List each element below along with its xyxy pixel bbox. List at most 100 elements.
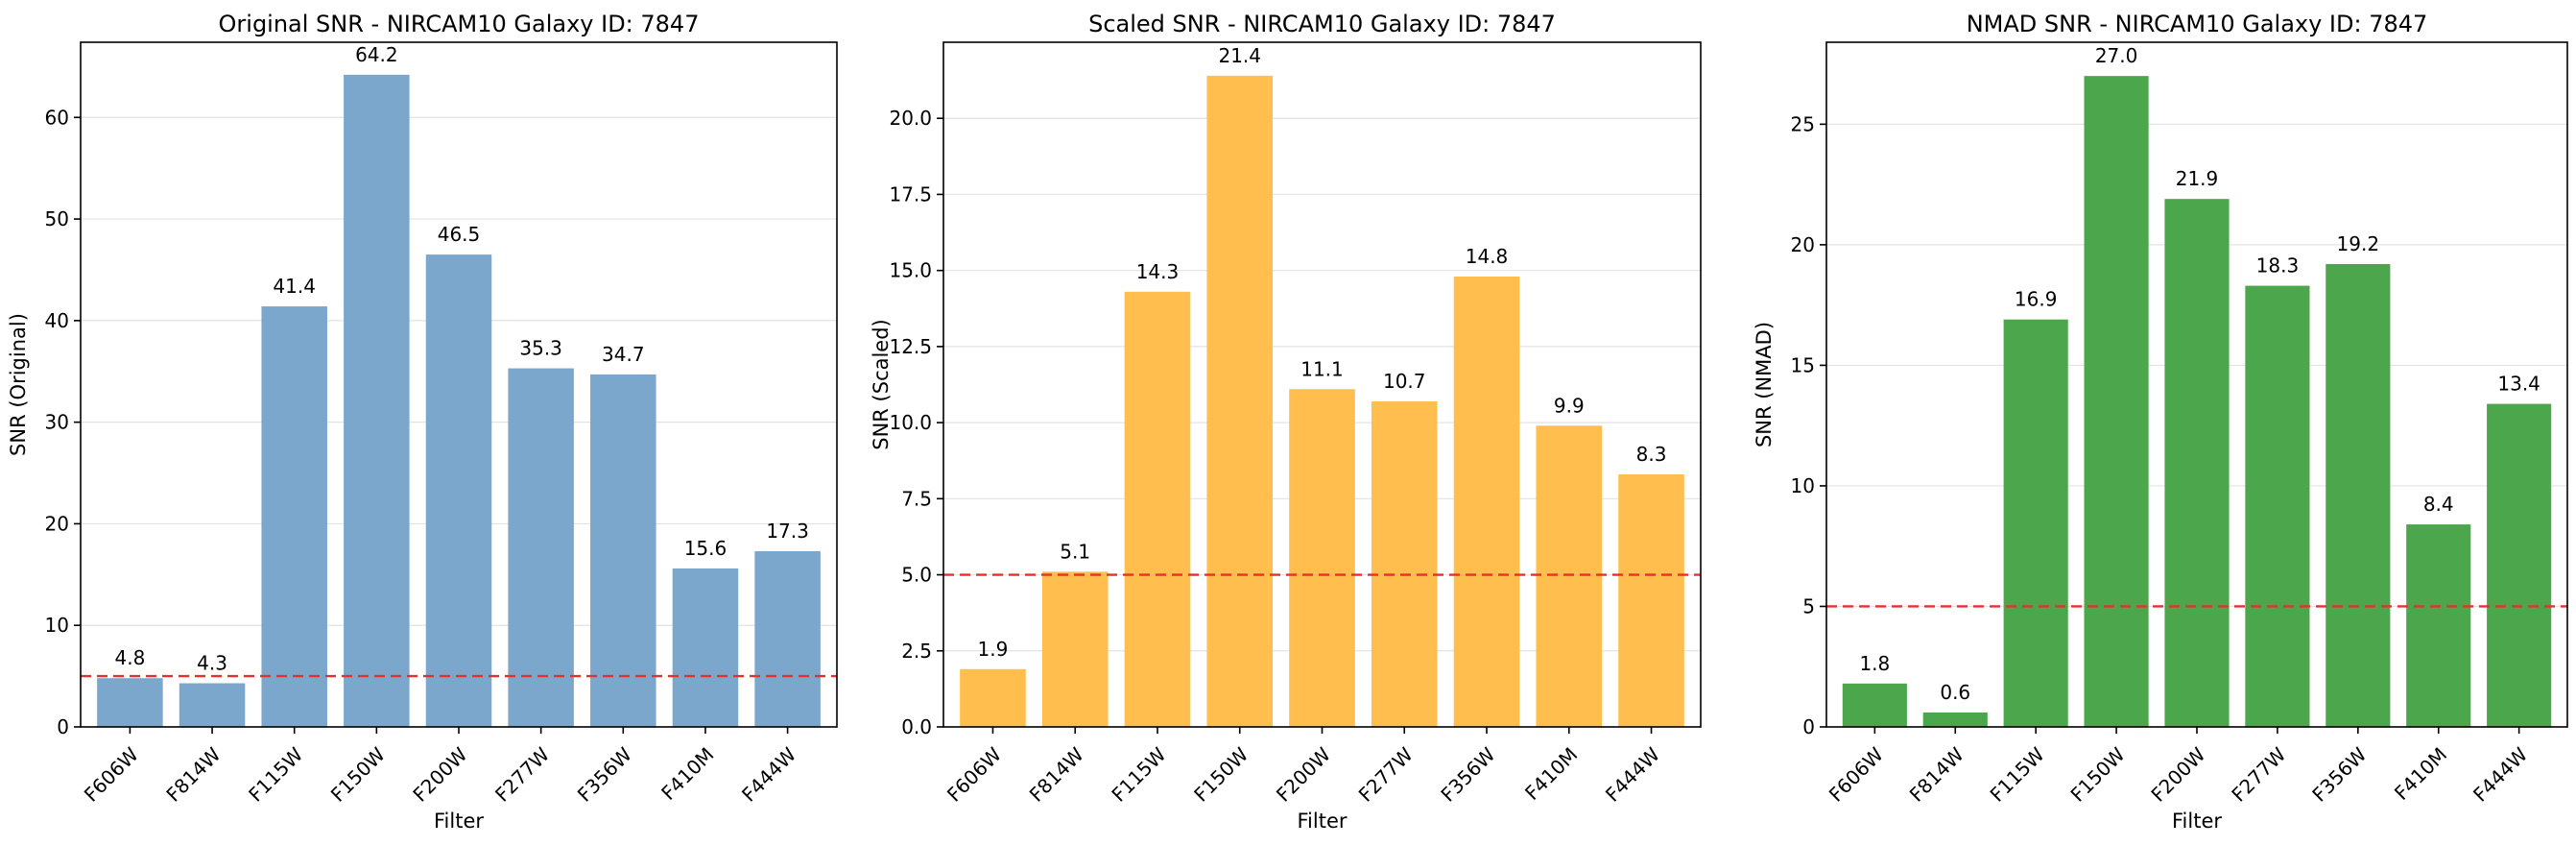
y-tick-label: 5 <box>1802 594 1815 617</box>
bar-F814W <box>179 683 246 727</box>
chart-title: NMAD SNR - NIRCAM10 Galaxy ID: 7847 <box>1967 11 2428 37</box>
x-tick-label: F444W <box>1601 742 1664 806</box>
bar-F277W <box>2245 285 2310 727</box>
data-label: 9.9 <box>1554 394 1585 417</box>
chart-title: Scaled SNR - NIRCAM10 Galaxy ID: 7847 <box>1088 11 1556 37</box>
bar-F606W <box>97 678 163 727</box>
y-tick-label: 60 <box>45 106 69 129</box>
y-tick-label: 25 <box>1791 112 1815 135</box>
data-label: 41.4 <box>273 275 316 298</box>
data-label: 21.9 <box>2176 167 2219 190</box>
y-tick-label: 0 <box>57 715 69 738</box>
bar-F356W <box>590 374 656 727</box>
bar-F115W <box>1124 291 1191 727</box>
bar-F356W <box>1453 277 1520 727</box>
x-tick-label: F150W <box>2066 742 2130 806</box>
x-tick-label: F200W <box>1272 742 1335 806</box>
data-label: 4.8 <box>114 646 145 669</box>
bar-F606W <box>960 668 1026 727</box>
data-label: 18.3 <box>2256 254 2300 278</box>
bar-F150W <box>1206 75 1274 727</box>
x-tick-label: F115W <box>244 742 307 806</box>
x-tick-label: F277W <box>490 742 554 806</box>
x-axis-label: Filter <box>2172 810 2222 833</box>
x-tick-label: F115W <box>1986 742 2049 806</box>
x-tick-label: F356W <box>573 742 636 806</box>
x-axis-label: Filter <box>1297 810 1347 833</box>
x-tick-label: F277W <box>2227 742 2290 806</box>
chart-panel-1: 4.8 4.3 41.4 64.2 46.5 35.3 34.7 15.6 17.3 0 10 20 3… <box>7 11 838 833</box>
y-tick-label: 12.5 <box>889 335 932 358</box>
x-axis-label: Filter <box>434 810 484 833</box>
data-label: 17.3 <box>766 520 809 543</box>
y-tick-label: 10 <box>45 614 69 637</box>
data-label: 16.9 <box>2015 288 2058 311</box>
bar-F410M <box>672 568 739 727</box>
y-tick-label: 20 <box>1791 233 1815 256</box>
y-tick-label: 10.0 <box>889 411 932 434</box>
data-label: 8.3 <box>1636 443 1667 466</box>
x-tick-label: F606W <box>942 742 1006 806</box>
x-tick-label: F814W <box>161 742 225 806</box>
bar-F410M <box>2406 524 2471 727</box>
y-tick-label: 20 <box>45 512 69 535</box>
bar-F356W <box>2326 263 2391 727</box>
x-tick-label: F200W <box>2146 742 2209 806</box>
bar-F444W <box>2487 403 2552 727</box>
bar-F150W <box>344 74 410 728</box>
x-tick-label: F356W <box>1436 742 1499 806</box>
y-tick-label: 7.5 <box>901 487 932 510</box>
y-tick-label: 15.0 <box>889 259 932 282</box>
chart-title: Original SNR - NIRCAM10 Galaxy ID: 7847 <box>219 11 700 37</box>
bar-F814W <box>1922 712 1988 727</box>
y-tick-label: 5.0 <box>901 564 932 587</box>
y-axis-label: SNR (Scaled) <box>870 319 893 450</box>
x-tick-label: F410M <box>1520 743 1582 805</box>
data-label: 1.8 <box>1859 652 1890 675</box>
bar-F277W <box>1371 400 1438 727</box>
y-tick-label: 15 <box>1791 353 1815 376</box>
data-label: 15.6 <box>684 537 727 560</box>
y-tick-label: 50 <box>45 207 69 230</box>
y-tick-label: 2.5 <box>901 640 932 663</box>
x-tick-label: F444W <box>2469 742 2532 806</box>
y-tick-label: 20.0 <box>889 107 932 130</box>
x-tick-label: F606W <box>80 742 143 806</box>
x-tick-label: F150W <box>1189 742 1252 806</box>
bar-F814W <box>1041 571 1109 727</box>
y-tick-label: 40 <box>45 309 69 332</box>
bar-F115W <box>2003 319 2068 727</box>
y-tick-label: 0 <box>1802 715 1815 738</box>
data-label: 64.2 <box>355 43 398 66</box>
data-label: 46.5 <box>438 223 481 246</box>
x-tick-label: F200W <box>408 742 471 806</box>
x-tick-label: F606W <box>1825 742 1888 806</box>
data-label: 35.3 <box>519 337 562 360</box>
x-tick-label: F115W <box>1107 742 1170 806</box>
bar-F200W <box>2164 199 2230 727</box>
x-tick-label: F814W <box>1905 742 1968 806</box>
y-axis-label: SNR (Original) <box>7 313 30 456</box>
data-label: 4.3 <box>197 652 227 675</box>
data-label: 8.4 <box>2423 493 2454 516</box>
bar-F200W <box>425 254 492 727</box>
data-label: 14.8 <box>1466 245 1509 268</box>
y-tick-label: 30 <box>45 411 69 434</box>
bar-F444W <box>1618 473 1684 727</box>
data-label: 14.3 <box>1136 260 1180 283</box>
x-tick-label: F410M <box>2390 743 2451 805</box>
bar-F444W <box>754 550 821 727</box>
data-label: 13.4 <box>2497 373 2540 396</box>
x-tick-label: F356W <box>2307 742 2371 806</box>
data-label: 0.6 <box>1940 681 1970 704</box>
x-tick-label: F410M <box>656 743 718 805</box>
x-tick-label: F814W <box>1025 742 1088 806</box>
bar-F150W <box>2084 76 2149 727</box>
data-label: 34.7 <box>602 343 645 366</box>
data-label: 27.0 <box>2095 44 2138 67</box>
bar-F410M <box>1536 425 1603 727</box>
chart-panel-2: 1.9 5.1 14.3 21.4 11.1 10.7 14.8 9.9 8.3 0.0 2.5 5.… <box>870 11 1702 833</box>
x-tick-label: F444W <box>737 742 800 806</box>
y-tick-label: 0.0 <box>901 715 932 738</box>
